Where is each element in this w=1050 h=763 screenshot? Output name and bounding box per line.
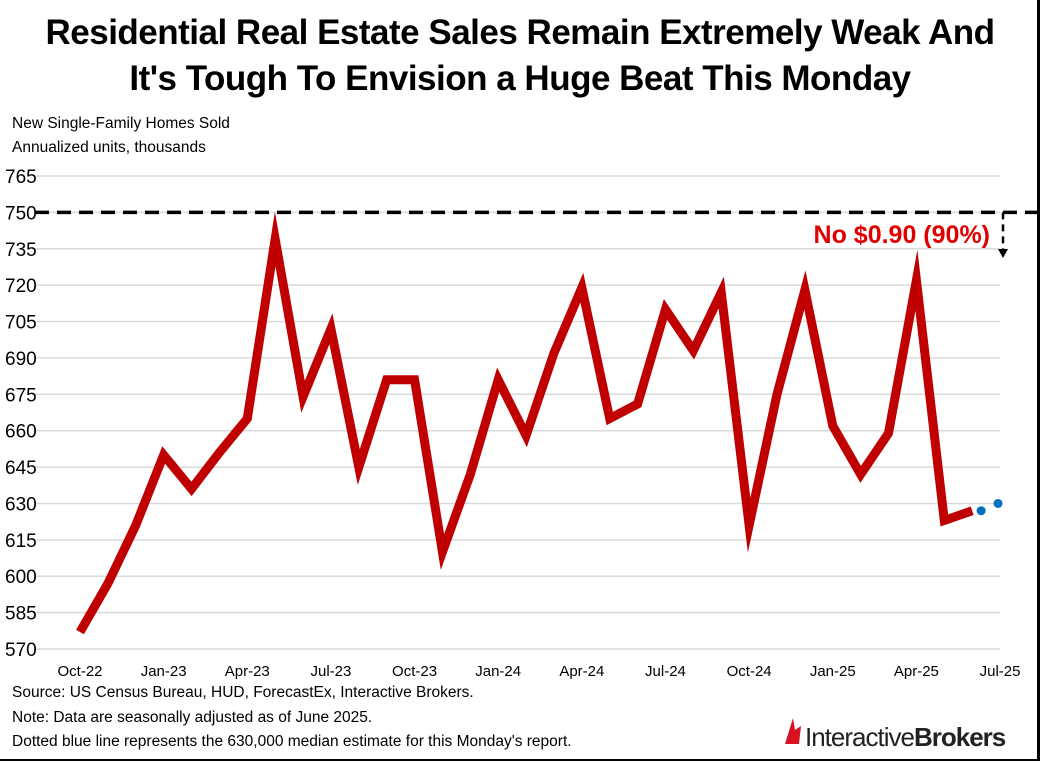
- y-tick-label: 675: [5, 385, 37, 406]
- estimate-dot: [993, 498, 1003, 508]
- y-tick-label: 765: [5, 167, 37, 188]
- y-tick-label: 630: [5, 494, 37, 515]
- source-note: Source: US Census Bureau, HUD, ForecastE…: [12, 684, 474, 701]
- y-tick-label: 750: [5, 203, 37, 224]
- chart-units: Annualized units, thousands: [12, 139, 206, 156]
- threshold-label: No $0.90 (90%): [814, 221, 990, 249]
- y-tick-label: 570: [5, 640, 37, 661]
- x-tick-label: Apr-25: [894, 663, 939, 680]
- logo-text-2: Brokers: [913, 722, 1006, 752]
- x-tick-label: Jan-23: [141, 663, 187, 680]
- title-line-1: Residential Real Estate Sales Remain Ext…: [45, 13, 995, 52]
- logo-text-1: Interactive: [805, 722, 915, 752]
- x-tick-label: Oct-24: [727, 663, 772, 680]
- x-tick-label: Jan-25: [810, 663, 856, 680]
- x-tick-label: Jul-25: [980, 663, 1021, 680]
- x-tick-label: Apr-23: [225, 663, 270, 680]
- logo-flame-icon: [785, 718, 801, 744]
- x-tick-label: Oct-23: [392, 663, 437, 680]
- x-tick-label: Oct-22: [57, 663, 102, 680]
- y-tick-label: 720: [5, 276, 37, 297]
- y-tick-label: 705: [5, 313, 37, 334]
- x-tick-label: Apr-24: [559, 663, 604, 680]
- y-tick-label: 735: [5, 240, 37, 261]
- x-tick-label: Jan-24: [475, 663, 521, 680]
- estimate-note: Dotted blue line represents the 630,000 …: [12, 733, 572, 750]
- y-tick-label: 645: [5, 458, 37, 479]
- arrow-down-icon: [998, 249, 1008, 258]
- chart-subtitle: New Single-Family Homes Sold: [12, 115, 230, 132]
- x-tick-label: Jul-23: [310, 663, 351, 680]
- y-tick-label: 600: [5, 567, 37, 588]
- y-tick-label: 615: [5, 531, 37, 552]
- chart-title: Residential Real Estate Sales Remain Ext…: [0, 10, 1040, 102]
- estimate-dot: [976, 506, 986, 516]
- title-line-2: It's Tough To Envision a Huge Beat This …: [129, 59, 911, 98]
- y-tick-label: 660: [5, 422, 37, 443]
- y-tick-label: 585: [5, 604, 37, 625]
- data-note: Note: Data are seasonally adjusted as of…: [12, 709, 373, 726]
- x-tick-label: Jul-24: [645, 663, 686, 680]
- y-tick-label: 690: [5, 349, 37, 370]
- interactive-brokers-logo: InteractiveBrokers: [785, 718, 1006, 753]
